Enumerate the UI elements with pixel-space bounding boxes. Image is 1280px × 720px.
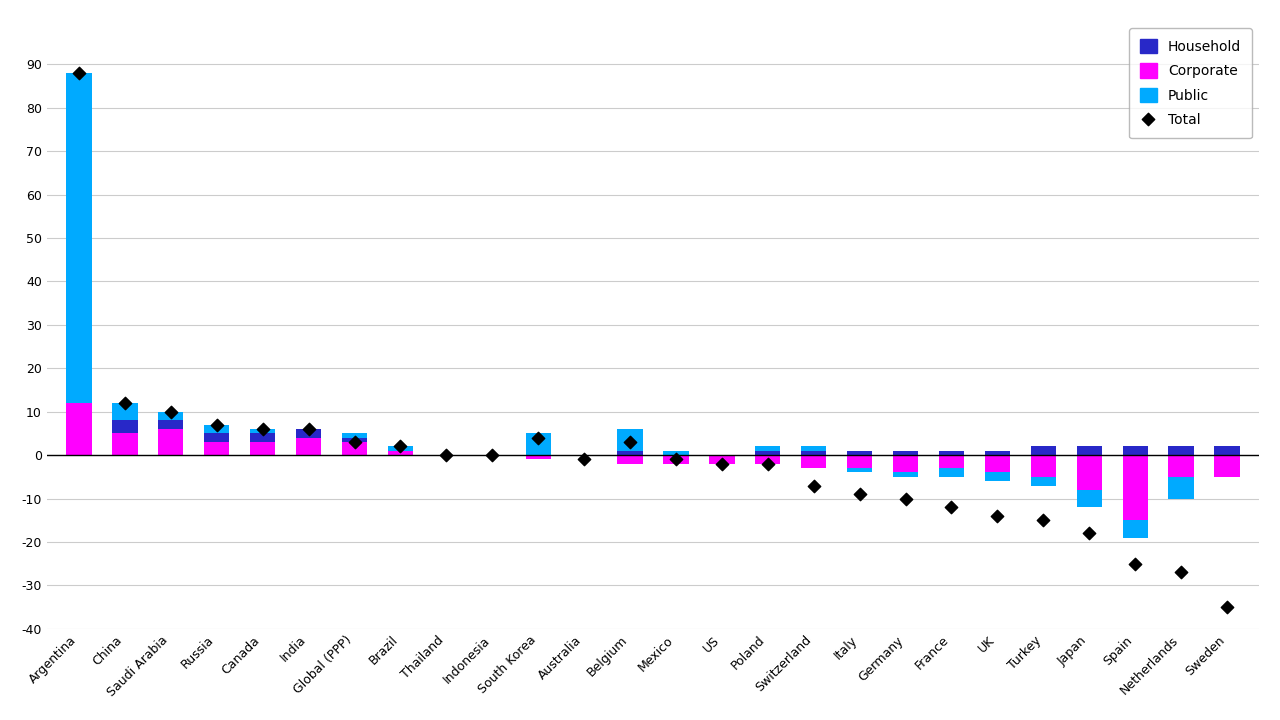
Bar — [1030, 446, 1056, 455]
Bar — [296, 438, 321, 455]
Point — [941, 501, 961, 513]
Bar — [250, 442, 275, 455]
Bar — [755, 446, 781, 451]
Bar — [342, 438, 367, 442]
Bar — [1076, 490, 1102, 507]
Bar — [388, 446, 413, 451]
Point — [987, 510, 1007, 522]
Point — [115, 397, 136, 409]
Bar — [984, 451, 1010, 455]
Bar — [1076, 446, 1102, 455]
Bar — [938, 468, 964, 477]
Point — [298, 423, 319, 435]
Point — [69, 67, 90, 78]
Bar — [1030, 477, 1056, 485]
Bar — [893, 455, 918, 472]
Bar — [1169, 455, 1194, 477]
Bar — [526, 433, 550, 455]
Bar — [1215, 446, 1239, 455]
Bar — [296, 429, 321, 438]
Bar — [984, 455, 1010, 472]
Point — [573, 454, 594, 465]
Point — [850, 488, 870, 500]
Point — [344, 436, 365, 448]
Bar — [663, 451, 689, 455]
Bar — [113, 433, 137, 455]
Bar — [755, 455, 781, 464]
Bar — [388, 451, 413, 455]
Bar — [1169, 446, 1194, 455]
Bar — [847, 468, 872, 472]
Bar — [893, 451, 918, 455]
Bar — [113, 403, 137, 420]
Bar — [847, 455, 872, 468]
Point — [620, 436, 640, 448]
Bar — [663, 455, 689, 464]
Bar — [250, 429, 275, 433]
Point — [483, 449, 503, 461]
Bar — [67, 73, 92, 403]
Bar — [204, 425, 229, 433]
Bar — [159, 420, 183, 429]
Bar — [1030, 455, 1056, 477]
Point — [804, 480, 824, 491]
Bar — [342, 433, 367, 438]
Legend: Household, Corporate, Public, Total: Household, Corporate, Public, Total — [1129, 28, 1252, 138]
Bar — [1215, 455, 1239, 477]
Bar — [1076, 455, 1102, 490]
Point — [1171, 567, 1192, 578]
Point — [436, 449, 457, 461]
Point — [666, 454, 686, 465]
Point — [527, 432, 548, 444]
Bar — [755, 451, 781, 455]
Point — [206, 419, 227, 431]
Point — [758, 458, 778, 469]
Bar — [250, 433, 275, 442]
Bar — [893, 472, 918, 477]
Bar — [801, 455, 827, 468]
Bar — [1169, 477, 1194, 498]
Point — [1079, 528, 1100, 539]
Bar — [709, 455, 735, 464]
Point — [1125, 558, 1146, 570]
Bar — [984, 472, 1010, 481]
Bar — [617, 429, 643, 451]
Point — [160, 406, 180, 418]
Bar — [204, 433, 229, 442]
Bar — [67, 403, 92, 455]
Point — [252, 423, 273, 435]
Bar — [938, 455, 964, 468]
Bar — [526, 455, 550, 459]
Bar — [847, 451, 872, 455]
Bar — [159, 412, 183, 420]
Bar — [617, 451, 643, 455]
Bar — [801, 451, 827, 455]
Point — [895, 492, 915, 504]
Point — [390, 441, 411, 452]
Bar — [938, 451, 964, 455]
Bar — [204, 442, 229, 455]
Bar — [113, 420, 137, 433]
Bar — [1123, 521, 1148, 538]
Bar — [1123, 446, 1148, 455]
Bar — [801, 446, 827, 451]
Point — [712, 458, 732, 469]
Point — [1033, 515, 1053, 526]
Bar — [1123, 455, 1148, 521]
Point — [1217, 601, 1238, 613]
Bar — [617, 455, 643, 464]
Bar — [342, 442, 367, 455]
Bar — [159, 429, 183, 455]
